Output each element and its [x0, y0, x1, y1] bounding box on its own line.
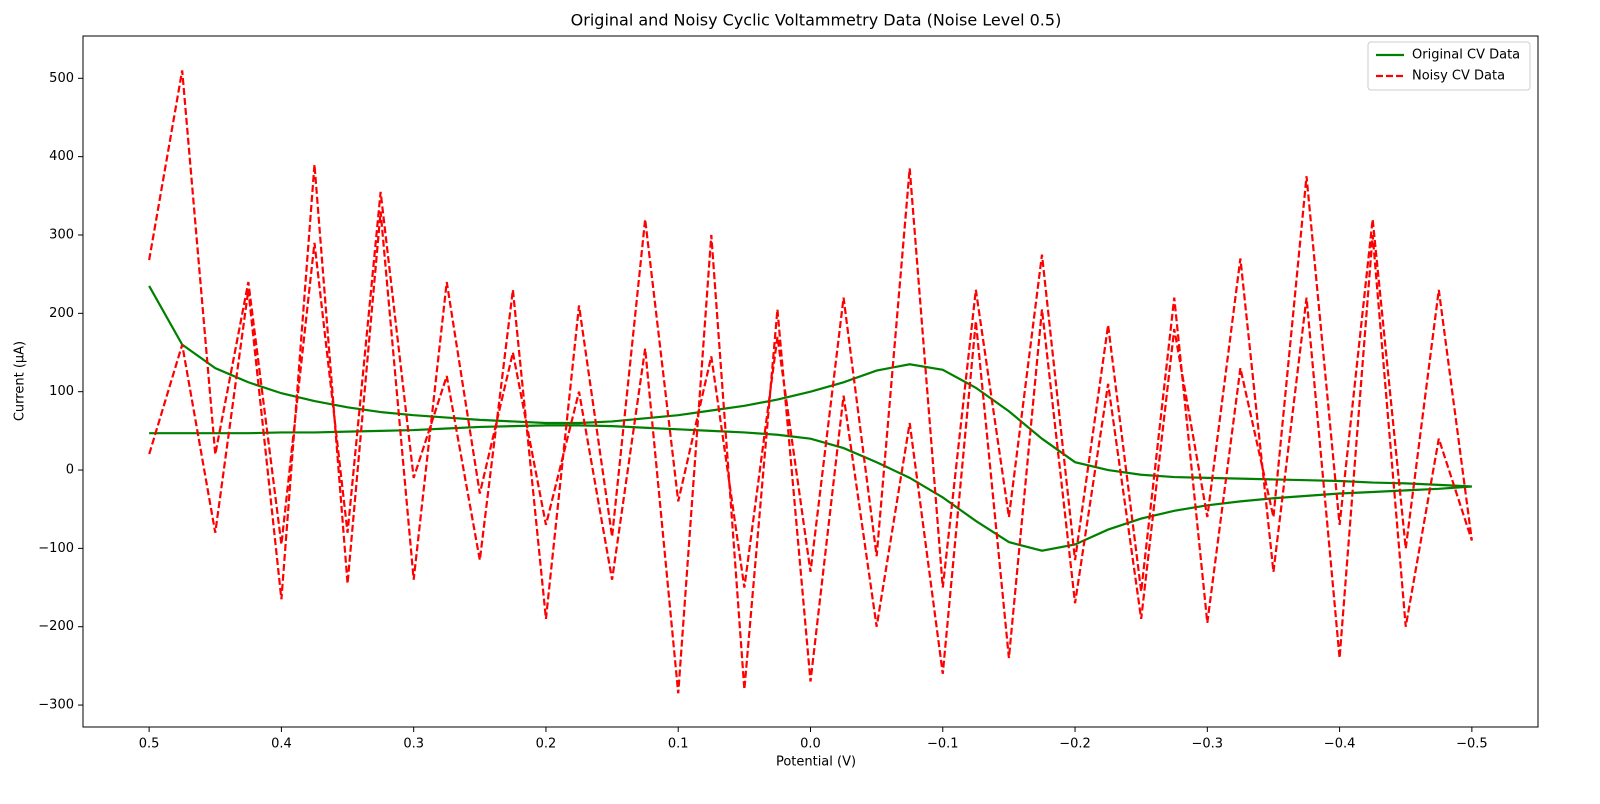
data-line [148, 70, 1473, 694]
x-tick-label: −0.3 [1192, 737, 1224, 752]
x-tick-label: 0.5 [139, 737, 160, 752]
x-tick-label: −0.1 [927, 737, 959, 752]
x-tick-label: 0.4 [271, 737, 292, 752]
x-axis-label: Potential (V) [776, 755, 856, 770]
y-tick-label: 200 [49, 306, 74, 321]
chart-title: Original and Noisy Cyclic Voltammetry Da… [571, 11, 1062, 30]
y-tick-label: 400 [49, 149, 74, 164]
y-tick-label: −300 [38, 698, 74, 713]
y-axis-label: Current (µA) [13, 341, 28, 421]
x-tick-label: 0.0 [800, 737, 821, 752]
y-tick-label: −200 [38, 619, 74, 634]
y-tick-label: 0 [66, 463, 74, 478]
data-line [148, 285, 1472, 552]
legend-box [1367, 41, 1531, 91]
y-tick-label: −100 [38, 541, 74, 556]
x-tick-label: −0.2 [1059, 737, 1091, 752]
plot-frame [82, 35, 1539, 728]
y-tick-label: 100 [49, 384, 74, 399]
x-tick-label: −0.4 [1324, 737, 1356, 752]
y-tick-label: 300 [49, 227, 74, 242]
legend-label: Original CV Data [1412, 48, 1520, 63]
legend-label: Noisy CV Data [1412, 69, 1505, 84]
y-tick-label: 500 [49, 71, 74, 86]
x-tick-label: −0.5 [1456, 737, 1488, 752]
x-tick-label: 0.3 [403, 737, 424, 752]
x-tick-label: 0.2 [536, 737, 557, 752]
x-tick-label: 0.1 [668, 737, 689, 752]
